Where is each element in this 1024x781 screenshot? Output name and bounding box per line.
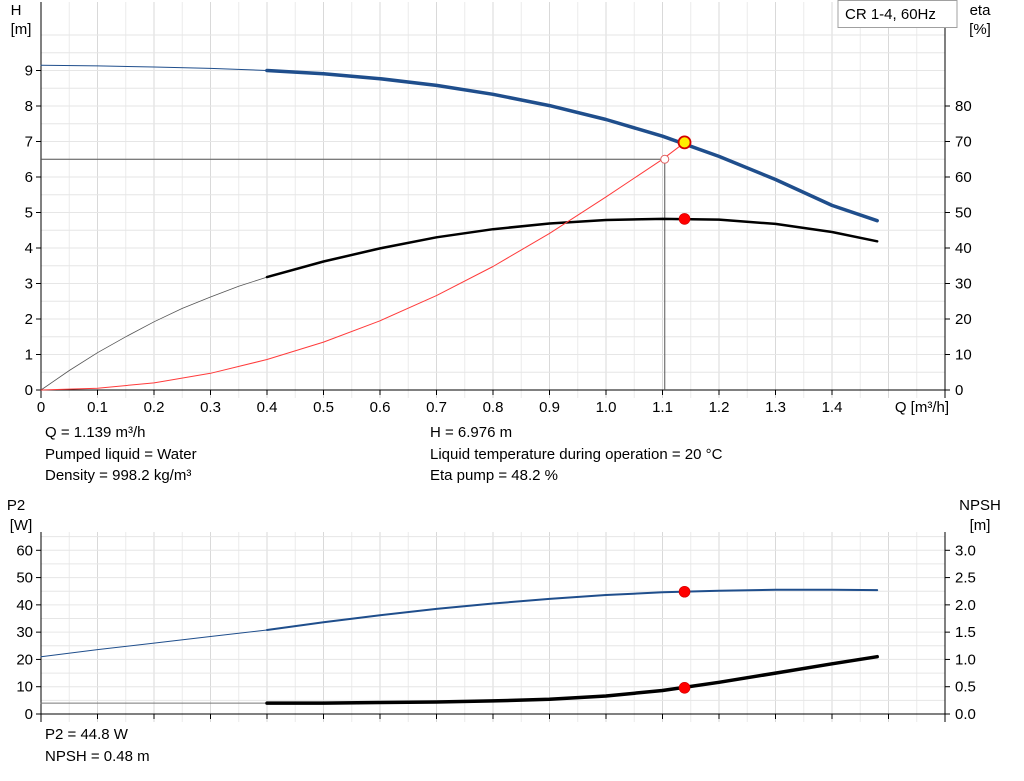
x-tick-label: 0.6 <box>370 399 391 416</box>
system-point-marker <box>660 154 670 164</box>
y-left-tick-label: 0 <box>25 382 33 399</box>
power-npsh-chart: 0 10 20 30 40 50 60 0.0 0.5 1.0 1.5 2.0 2.5 3.0 P2 [W] N… <box>7 497 1001 722</box>
curve-p2 <box>40 629 268 658</box>
curve-head-bold <box>265 68 879 223</box>
y-right-axis-unit: [%] <box>969 21 991 38</box>
x-tick-label: 1.4 <box>822 399 843 416</box>
curve-head <box>40 64 268 71</box>
y-left-tick-label: 60 <box>16 542 33 559</box>
y-right-tick-label: 1.5 <box>955 624 976 641</box>
y-left-axis-unit: [m] <box>11 21 32 38</box>
y-right-tick-label: 50 <box>955 205 972 222</box>
y-right-tick-label: 30 <box>955 276 972 293</box>
operating-point-marker <box>678 585 691 598</box>
y-left-tick-label: 40 <box>16 597 33 614</box>
x-tick-label: 0.9 <box>539 399 560 416</box>
x-tick-label: 1.1 <box>652 399 673 416</box>
x-tick-label: 0.1 <box>87 399 108 416</box>
curve-system <box>40 141 686 391</box>
head-efficiency-chart: 0 1 2 3 4 5 6 7 8 9 0 10 20 30 40 50 60 70 80 0 0.1 0.2 0.3 0.4… <box>11 0 992 416</box>
y-left-tick-label: 0 <box>25 706 33 722</box>
duty-point-marker <box>677 135 692 150</box>
y-left-tick-label: 20 <box>16 651 33 668</box>
y-right-tick-label: 1.0 <box>955 651 976 668</box>
liquid-temperature-readout: Liquid temperature during operation = 20… <box>430 446 723 463</box>
y-right-tick-label: 60 <box>955 169 972 186</box>
y-left-tick-label: 8 <box>25 98 33 115</box>
pumped-liquid-readout: Pumped liquid = Water <box>45 446 197 463</box>
y-right-axis-title: NPSH <box>959 497 1001 514</box>
x-tick-label: 0.7 <box>426 399 447 416</box>
y-left-tick-label: 2 <box>25 311 33 328</box>
y-left-tick-label: 1 <box>25 347 33 364</box>
y-left-tick-label: 6 <box>25 169 33 186</box>
y-left-tick-label: 3 <box>25 276 33 293</box>
x-tick-label: 0 <box>37 399 45 416</box>
head-readout: H = 6.976 m <box>430 424 513 441</box>
flow-readout: Q = 1.139 m³/h <box>45 424 146 441</box>
chart-title: CR 1-4, 60Hz <box>845 6 936 23</box>
curve-eta-bold <box>265 217 879 279</box>
x-axis-title: Q [m³/h] <box>895 399 949 416</box>
x-tick-label: 0.2 <box>144 399 165 416</box>
npsh-readout: NPSH = 0.48 m <box>45 748 150 765</box>
x-tick-label: 0.5 <box>313 399 334 416</box>
chart-title-box <box>837 0 958 28</box>
curve-p2-bold <box>266 588 879 631</box>
p2-readout: P2 = 44.8 W <box>45 726 128 743</box>
curve-npsh-bold <box>265 654 879 705</box>
y-left-axis-title: H <box>11 2 22 19</box>
y-right-tick-label: 70 <box>955 134 972 151</box>
y-right-tick-label: 80 <box>955 98 972 115</box>
density-readout: Density = 998.2 kg/m³ <box>45 467 192 484</box>
curve-eta <box>40 276 268 391</box>
x-tick-label: 1.3 <box>765 399 786 416</box>
y-left-tick-label: 5 <box>25 205 33 222</box>
y-right-axis-title: eta <box>970 2 992 19</box>
y-left-axis-title: P2 <box>7 497 25 514</box>
y-right-tick-label: 20 <box>955 311 972 328</box>
y-left-tick-label: 10 <box>16 679 33 696</box>
y-right-tick-label: 3.0 <box>955 542 976 559</box>
operating-point-marker <box>678 682 691 694</box>
x-tick-label: 1.0 <box>596 399 617 416</box>
operating-point-marker <box>678 213 691 225</box>
y-left-tick-label: 4 <box>25 240 33 257</box>
y-left-tick-label: 30 <box>16 624 33 641</box>
y-right-tick-label: 10 <box>955 347 972 364</box>
x-tick-label: 0.3 <box>200 399 221 416</box>
y-right-tick-label: 0.0 <box>955 706 976 722</box>
x-tick-label: 0.8 <box>483 399 504 416</box>
y-right-tick-label: 40 <box>955 240 972 257</box>
x-tick-label: 0.4 <box>257 399 278 416</box>
eta-pump-readout: Eta pump = 48.2 % <box>430 467 558 484</box>
x-tick-label: 1.2 <box>709 399 730 416</box>
y-left-tick-label: 7 <box>25 134 33 151</box>
y-right-tick-label: 0 <box>955 382 963 399</box>
y-right-axis-unit: [m] <box>970 517 991 534</box>
y-left-axis-unit: [W] <box>10 517 33 534</box>
y-right-tick-label: 2.5 <box>955 570 976 587</box>
y-left-tick-label: 50 <box>16 570 33 587</box>
y-right-tick-label: 2.0 <box>955 597 976 614</box>
y-right-tick-label: 0.5 <box>955 679 976 696</box>
y-left-tick-label: 9 <box>25 63 33 80</box>
